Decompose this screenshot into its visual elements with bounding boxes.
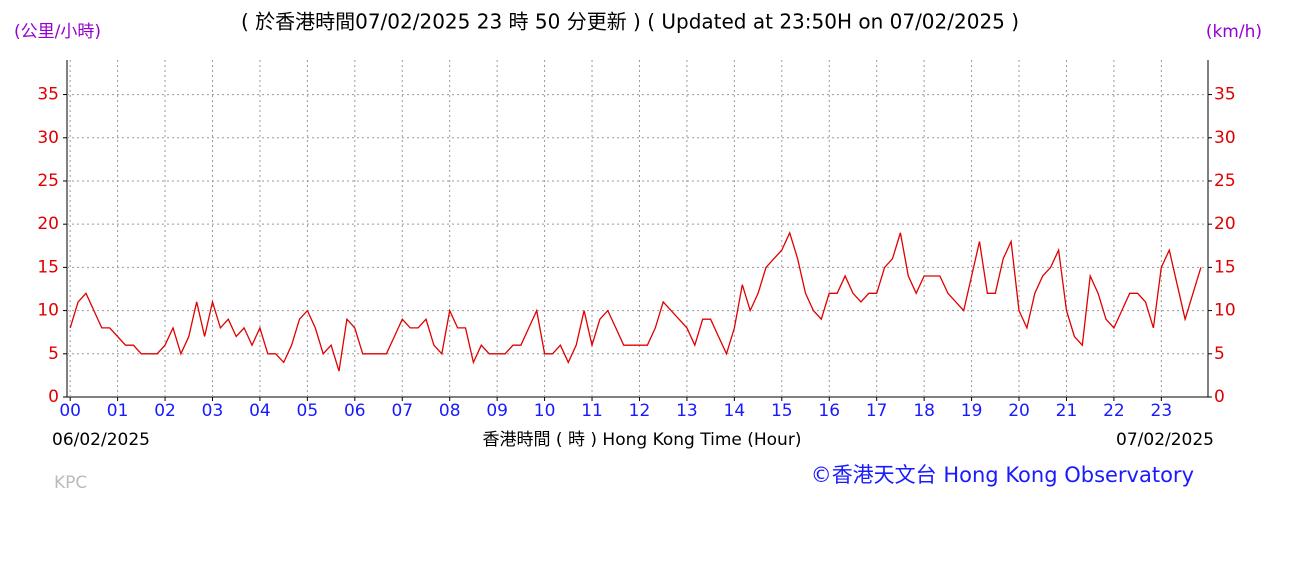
x-tick-label: 20 <box>1008 401 1030 421</box>
y-tick-label: 35 <box>37 85 59 105</box>
station-code: KPC <box>54 473 87 493</box>
x-tick-label: 00 <box>59 401 81 421</box>
y2-tick-label: 35 <box>1214 85 1236 105</box>
x-tick-label: 05 <box>297 401 319 421</box>
y-tick-label: 5 <box>48 344 59 364</box>
y-tick-label: 15 <box>37 257 59 277</box>
start-date: 06/02/2025 <box>52 430 150 450</box>
y2-tick-label: 25 <box>1214 171 1236 191</box>
x-tick-label: 13 <box>676 401 698 421</box>
x-tick-label: 19 <box>961 401 983 421</box>
x-tick-label: 02 <box>154 401 176 421</box>
x-tick-label: 08 <box>439 401 461 421</box>
y2-tick-label: 20 <box>1214 214 1236 234</box>
y2-tick-label: 30 <box>1214 128 1236 148</box>
x-tick-label: 07 <box>391 401 413 421</box>
x-tick-label: 23 <box>1151 401 1173 421</box>
x-tick-label: 10 <box>534 401 556 421</box>
x-tick-label: 17 <box>866 401 888 421</box>
data-line <box>69 230 1202 372</box>
y-axis-unit: (公里/小時) <box>14 22 101 42</box>
x-tick-label: 03 <box>202 401 224 421</box>
chart-title: ( 於香港時間07/02/2025 23 時 50 分更新 ) ( Update… <box>241 10 1019 34</box>
x-axis-label: 香港時間 ( 時 ) Hong Kong Time (Hour) <box>483 430 802 450</box>
x-tick-label: 18 <box>913 401 935 421</box>
x-tick-label: 09 <box>486 401 508 421</box>
y-tick-label: 0 <box>48 387 59 407</box>
y2-tick-label: 15 <box>1214 257 1236 277</box>
y2-axis-unit: (km/h) <box>1206 22 1262 42</box>
credit: ©香港天文台 Hong Kong Observatory <box>811 463 1194 487</box>
y-tick-label: 30 <box>37 128 59 148</box>
x-tick-label: 06 <box>344 401 366 421</box>
end-date: 07/02/2025 <box>1116 430 1214 450</box>
x-tick-label: 16 <box>818 401 840 421</box>
y2-tick-label: 0 <box>1214 387 1225 407</box>
x-tick-label: 11 <box>581 401 603 421</box>
x-tick-label: 14 <box>724 401 746 421</box>
x-tick-label: 22 <box>1103 401 1125 421</box>
y-tick-label: 10 <box>37 301 59 321</box>
y2-tick-label: 5 <box>1214 344 1225 364</box>
x-tick-label: 12 <box>629 401 651 421</box>
x-tick-label: 01 <box>107 401 129 421</box>
y-tick-label: 25 <box>37 171 59 191</box>
y2-tick-label: 10 <box>1214 301 1236 321</box>
x-tick-label: 15 <box>771 401 793 421</box>
x-tick-label: 21 <box>1056 401 1078 421</box>
y-tick-label: 20 <box>37 214 59 234</box>
x-tick-label: 04 <box>249 401 271 421</box>
